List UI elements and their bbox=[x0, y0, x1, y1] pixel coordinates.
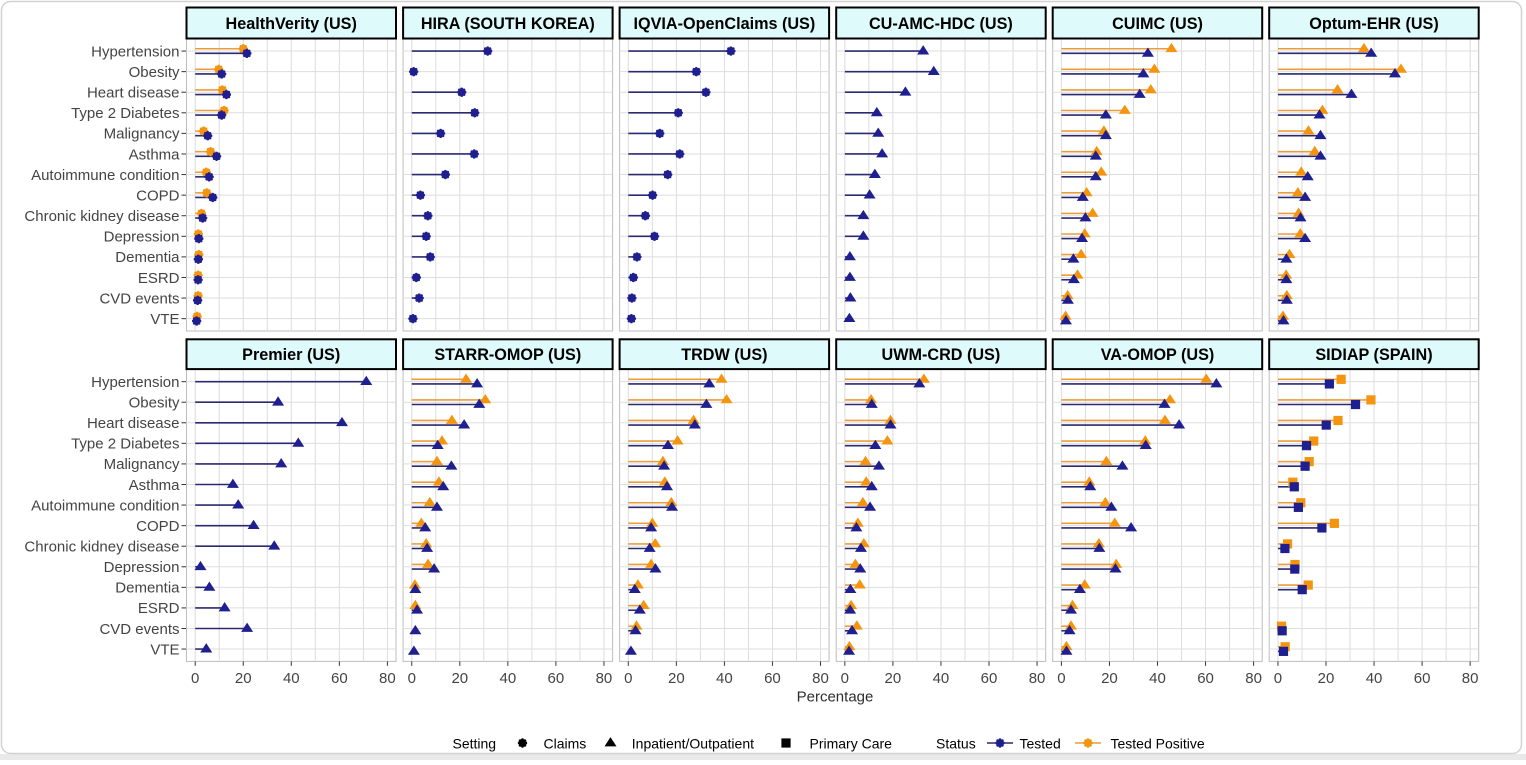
svg-text:COPD: COPD bbox=[136, 518, 180, 535]
svg-text:Hypertension: Hypertension bbox=[91, 374, 179, 391]
svg-text:20: 20 bbox=[1318, 670, 1335, 687]
svg-text:60: 60 bbox=[331, 670, 348, 687]
svg-text:20: 20 bbox=[668, 670, 685, 687]
svg-text:Setting: Setting bbox=[453, 736, 497, 752]
svg-text:IQVIA-OpenClaims (US): IQVIA-OpenClaims (US) bbox=[634, 15, 816, 33]
svg-text:40: 40 bbox=[716, 670, 733, 687]
svg-text:ESRD: ESRD bbox=[138, 270, 180, 287]
svg-text:Autoimmune condition: Autoimmune condition bbox=[31, 167, 179, 184]
svg-text:40: 40 bbox=[1366, 670, 1383, 687]
svg-text:20: 20 bbox=[235, 670, 252, 687]
svg-text:60: 60 bbox=[1414, 670, 1431, 687]
svg-text:Asthma: Asthma bbox=[129, 146, 181, 163]
svg-text:0: 0 bbox=[191, 670, 199, 687]
svg-text:Type 2 Diabetes: Type 2 Diabetes bbox=[71, 105, 179, 122]
svg-text:40: 40 bbox=[500, 670, 517, 687]
svg-text:20: 20 bbox=[885, 670, 902, 687]
svg-text:0: 0 bbox=[841, 670, 849, 687]
svg-text:0: 0 bbox=[408, 670, 416, 687]
svg-text:0: 0 bbox=[1057, 670, 1065, 687]
svg-text:60: 60 bbox=[981, 670, 998, 687]
svg-text:80: 80 bbox=[1462, 670, 1479, 687]
svg-text:0: 0 bbox=[1274, 670, 1282, 687]
svg-text:80: 80 bbox=[596, 670, 613, 687]
svg-text:VTE: VTE bbox=[150, 311, 179, 328]
svg-text:ESRD: ESRD bbox=[138, 600, 180, 617]
svg-text:STARR-OMOP (US): STARR-OMOP (US) bbox=[434, 346, 581, 364]
svg-text:CVD events: CVD events bbox=[99, 621, 179, 638]
svg-text:80: 80 bbox=[379, 670, 396, 687]
svg-text:Depression: Depression bbox=[104, 559, 180, 576]
svg-text:CUIMC (US): CUIMC (US) bbox=[1112, 15, 1203, 33]
svg-text:Tested Positive: Tested Positive bbox=[1111, 736, 1205, 752]
svg-text:Malignancy: Malignancy bbox=[104, 126, 180, 143]
svg-text:40: 40 bbox=[1149, 670, 1166, 687]
svg-text:Status: Status bbox=[936, 736, 976, 752]
svg-text:Heart disease: Heart disease bbox=[87, 85, 180, 102]
svg-text:Optum-EHR (US): Optum-EHR (US) bbox=[1309, 15, 1438, 33]
svg-text:80: 80 bbox=[1029, 670, 1046, 687]
svg-text:Asthma: Asthma bbox=[129, 477, 181, 494]
svg-text:20: 20 bbox=[451, 670, 468, 687]
svg-text:CU-AMC-HDC (US): CU-AMC-HDC (US) bbox=[869, 15, 1013, 33]
svg-text:Chronic kidney disease: Chronic kidney disease bbox=[24, 208, 179, 225]
svg-text:UWM-CRD (US): UWM-CRD (US) bbox=[882, 346, 1001, 364]
svg-text:Inpatient/Outpatient: Inpatient/Outpatient bbox=[632, 736, 754, 752]
svg-text:80: 80 bbox=[1245, 670, 1262, 687]
svg-text:Malignancy: Malignancy bbox=[104, 456, 180, 473]
svg-text:Hypertension: Hypertension bbox=[91, 43, 179, 60]
svg-text:Primary Care: Primary Care bbox=[810, 736, 893, 752]
svg-text:Obesity: Obesity bbox=[129, 395, 180, 412]
svg-text:60: 60 bbox=[1197, 670, 1214, 687]
svg-text:SIDIAP (SPAIN): SIDIAP (SPAIN) bbox=[1315, 346, 1432, 364]
svg-text:HIRA (SOUTH KOREA): HIRA (SOUTH KOREA) bbox=[421, 15, 595, 33]
svg-text:Claims: Claims bbox=[544, 736, 587, 752]
svg-text:Depression: Depression bbox=[104, 229, 180, 246]
svg-text:Autoimmune condition: Autoimmune condition bbox=[31, 497, 179, 514]
svg-text:20: 20 bbox=[1101, 670, 1118, 687]
svg-text:Dementia: Dementia bbox=[115, 249, 180, 266]
svg-text:80: 80 bbox=[812, 670, 829, 687]
svg-text:COPD: COPD bbox=[136, 187, 180, 204]
svg-text:TRDW (US): TRDW (US) bbox=[681, 346, 767, 364]
svg-text:VA-OMOP (US): VA-OMOP (US) bbox=[1101, 346, 1215, 364]
svg-text:40: 40 bbox=[283, 670, 300, 687]
svg-text:CVD events: CVD events bbox=[99, 290, 179, 307]
svg-text:Premier (US): Premier (US) bbox=[242, 346, 340, 364]
svg-text:Type 2 Diabetes: Type 2 Diabetes bbox=[71, 436, 179, 453]
svg-text:Chronic kidney disease: Chronic kidney disease bbox=[24, 539, 179, 556]
svg-text:60: 60 bbox=[764, 670, 781, 687]
svg-text:Tested: Tested bbox=[1020, 736, 1061, 752]
svg-text:0: 0 bbox=[624, 670, 632, 687]
svg-text:HealthVerity (US): HealthVerity (US) bbox=[226, 15, 357, 33]
svg-text:VTE: VTE bbox=[150, 641, 179, 658]
svg-text:Dementia: Dementia bbox=[115, 580, 180, 597]
svg-text:Percentage: Percentage bbox=[797, 689, 874, 706]
svg-text:Obesity: Obesity bbox=[129, 64, 180, 81]
svg-text:Heart disease: Heart disease bbox=[87, 415, 180, 432]
svg-text:60: 60 bbox=[548, 670, 565, 687]
svg-text:40: 40 bbox=[933, 670, 950, 687]
